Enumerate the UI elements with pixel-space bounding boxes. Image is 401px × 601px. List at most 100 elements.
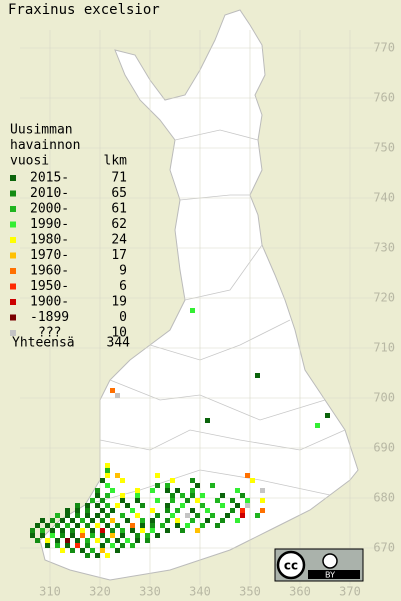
by-text: BY	[325, 571, 335, 580]
grid-cell	[165, 503, 170, 508]
grid-cell	[75, 503, 80, 508]
grid-cell	[100, 543, 105, 548]
by-bar	[308, 570, 360, 579]
grid-cell	[90, 548, 95, 553]
legend-count: 0	[119, 310, 127, 325]
grid-cell	[200, 493, 205, 498]
grid-cell	[220, 503, 225, 508]
legend-swatch	[10, 252, 16, 259]
grid-cell	[175, 508, 180, 513]
grid-cell	[65, 513, 70, 518]
legend-label: 2015-	[30, 171, 69, 186]
grid-cell	[120, 533, 125, 538]
legend-count: 71	[111, 171, 127, 186]
grid-cell	[120, 478, 125, 483]
legend-label: 1900-	[30, 295, 69, 310]
grid-cell	[220, 493, 225, 498]
grid-cell	[105, 503, 110, 508]
legend-label: 1990-	[30, 217, 69, 232]
grid-cell	[235, 488, 240, 493]
legend-count: 61	[111, 202, 127, 217]
grid-cell	[170, 478, 175, 483]
grid-cell	[105, 553, 110, 558]
y-tick-label: 750	[373, 141, 395, 155]
grid-cell	[125, 538, 130, 543]
grid-cell	[195, 528, 200, 533]
grid-cell	[120, 543, 125, 548]
land	[39, 9, 359, 581]
grid-cell	[255, 513, 260, 518]
grid-cell	[215, 523, 220, 528]
legend-count: 24	[111, 233, 127, 248]
grid-cell	[40, 528, 45, 533]
grid-cell	[165, 508, 170, 513]
legend-count-header: lkm	[104, 154, 128, 169]
legend-count: 6	[119, 279, 127, 294]
grid-cell	[225, 513, 230, 518]
grid-cell	[135, 498, 140, 503]
grid-cell	[95, 523, 100, 528]
grid-cell	[235, 503, 240, 508]
grid-cell	[140, 518, 145, 523]
grid-cell	[80, 533, 85, 538]
grid-cell	[155, 513, 160, 518]
x-tick-label: 340	[189, 585, 211, 599]
grid-cell	[200, 503, 205, 508]
legend-total: 344	[107, 336, 131, 351]
grid-cell	[75, 513, 80, 518]
grid-cell	[115, 538, 120, 543]
legend-header: havainnon	[10, 138, 80, 153]
legend-swatch	[10, 268, 16, 274]
grid-cell	[140, 523, 145, 528]
y-tick-label: 720	[373, 291, 395, 305]
grid-cell	[95, 538, 100, 543]
grid-cell	[105, 473, 110, 478]
grid-cell	[145, 538, 150, 543]
grid-cell	[70, 528, 75, 533]
grid-cell	[65, 538, 70, 543]
x-tick-label: 360	[289, 585, 311, 599]
legend-count: 9	[119, 264, 127, 279]
y-tick-label: 680	[373, 491, 395, 505]
grid-cell	[100, 548, 105, 553]
grid-cell	[60, 518, 65, 523]
grid-cell	[115, 523, 120, 528]
grid-cell	[245, 473, 250, 478]
grid-cell	[95, 503, 100, 508]
grid-cell	[170, 498, 175, 503]
grid-cell	[70, 548, 75, 553]
grid-cell	[180, 503, 185, 508]
by-icon	[322, 553, 338, 569]
legend-swatch	[10, 221, 16, 228]
grid-cell	[155, 483, 160, 488]
grid-cell	[70, 533, 75, 538]
grid-cell	[140, 528, 145, 533]
legend-count: 10	[111, 326, 127, 341]
grid-cell	[120, 513, 125, 518]
grid-cell	[210, 513, 215, 518]
grid-cell	[115, 473, 120, 478]
legend-swatch	[10, 330, 16, 336]
grid-cell	[260, 498, 265, 503]
grid-cell	[150, 528, 155, 533]
grid-cell	[105, 468, 110, 473]
grid-cell	[80, 518, 85, 523]
grid-cell	[150, 488, 155, 493]
grid-cell	[120, 498, 125, 503]
y-tick-label: 690	[373, 441, 395, 455]
grid-cell	[175, 488, 180, 493]
grid-cell	[110, 543, 115, 548]
grid-cell	[55, 523, 60, 528]
legend-swatch	[10, 175, 16, 181]
grid-cell	[200, 523, 205, 528]
grid-cell	[110, 488, 115, 493]
grid-cell	[85, 508, 90, 513]
grid-cell	[85, 503, 90, 508]
legend-count: 17	[111, 248, 127, 263]
y-tick-label: 770	[373, 41, 395, 55]
x-tick-label: 330	[139, 585, 161, 599]
grid-cell	[150, 523, 155, 528]
legend-swatch	[10, 190, 16, 197]
